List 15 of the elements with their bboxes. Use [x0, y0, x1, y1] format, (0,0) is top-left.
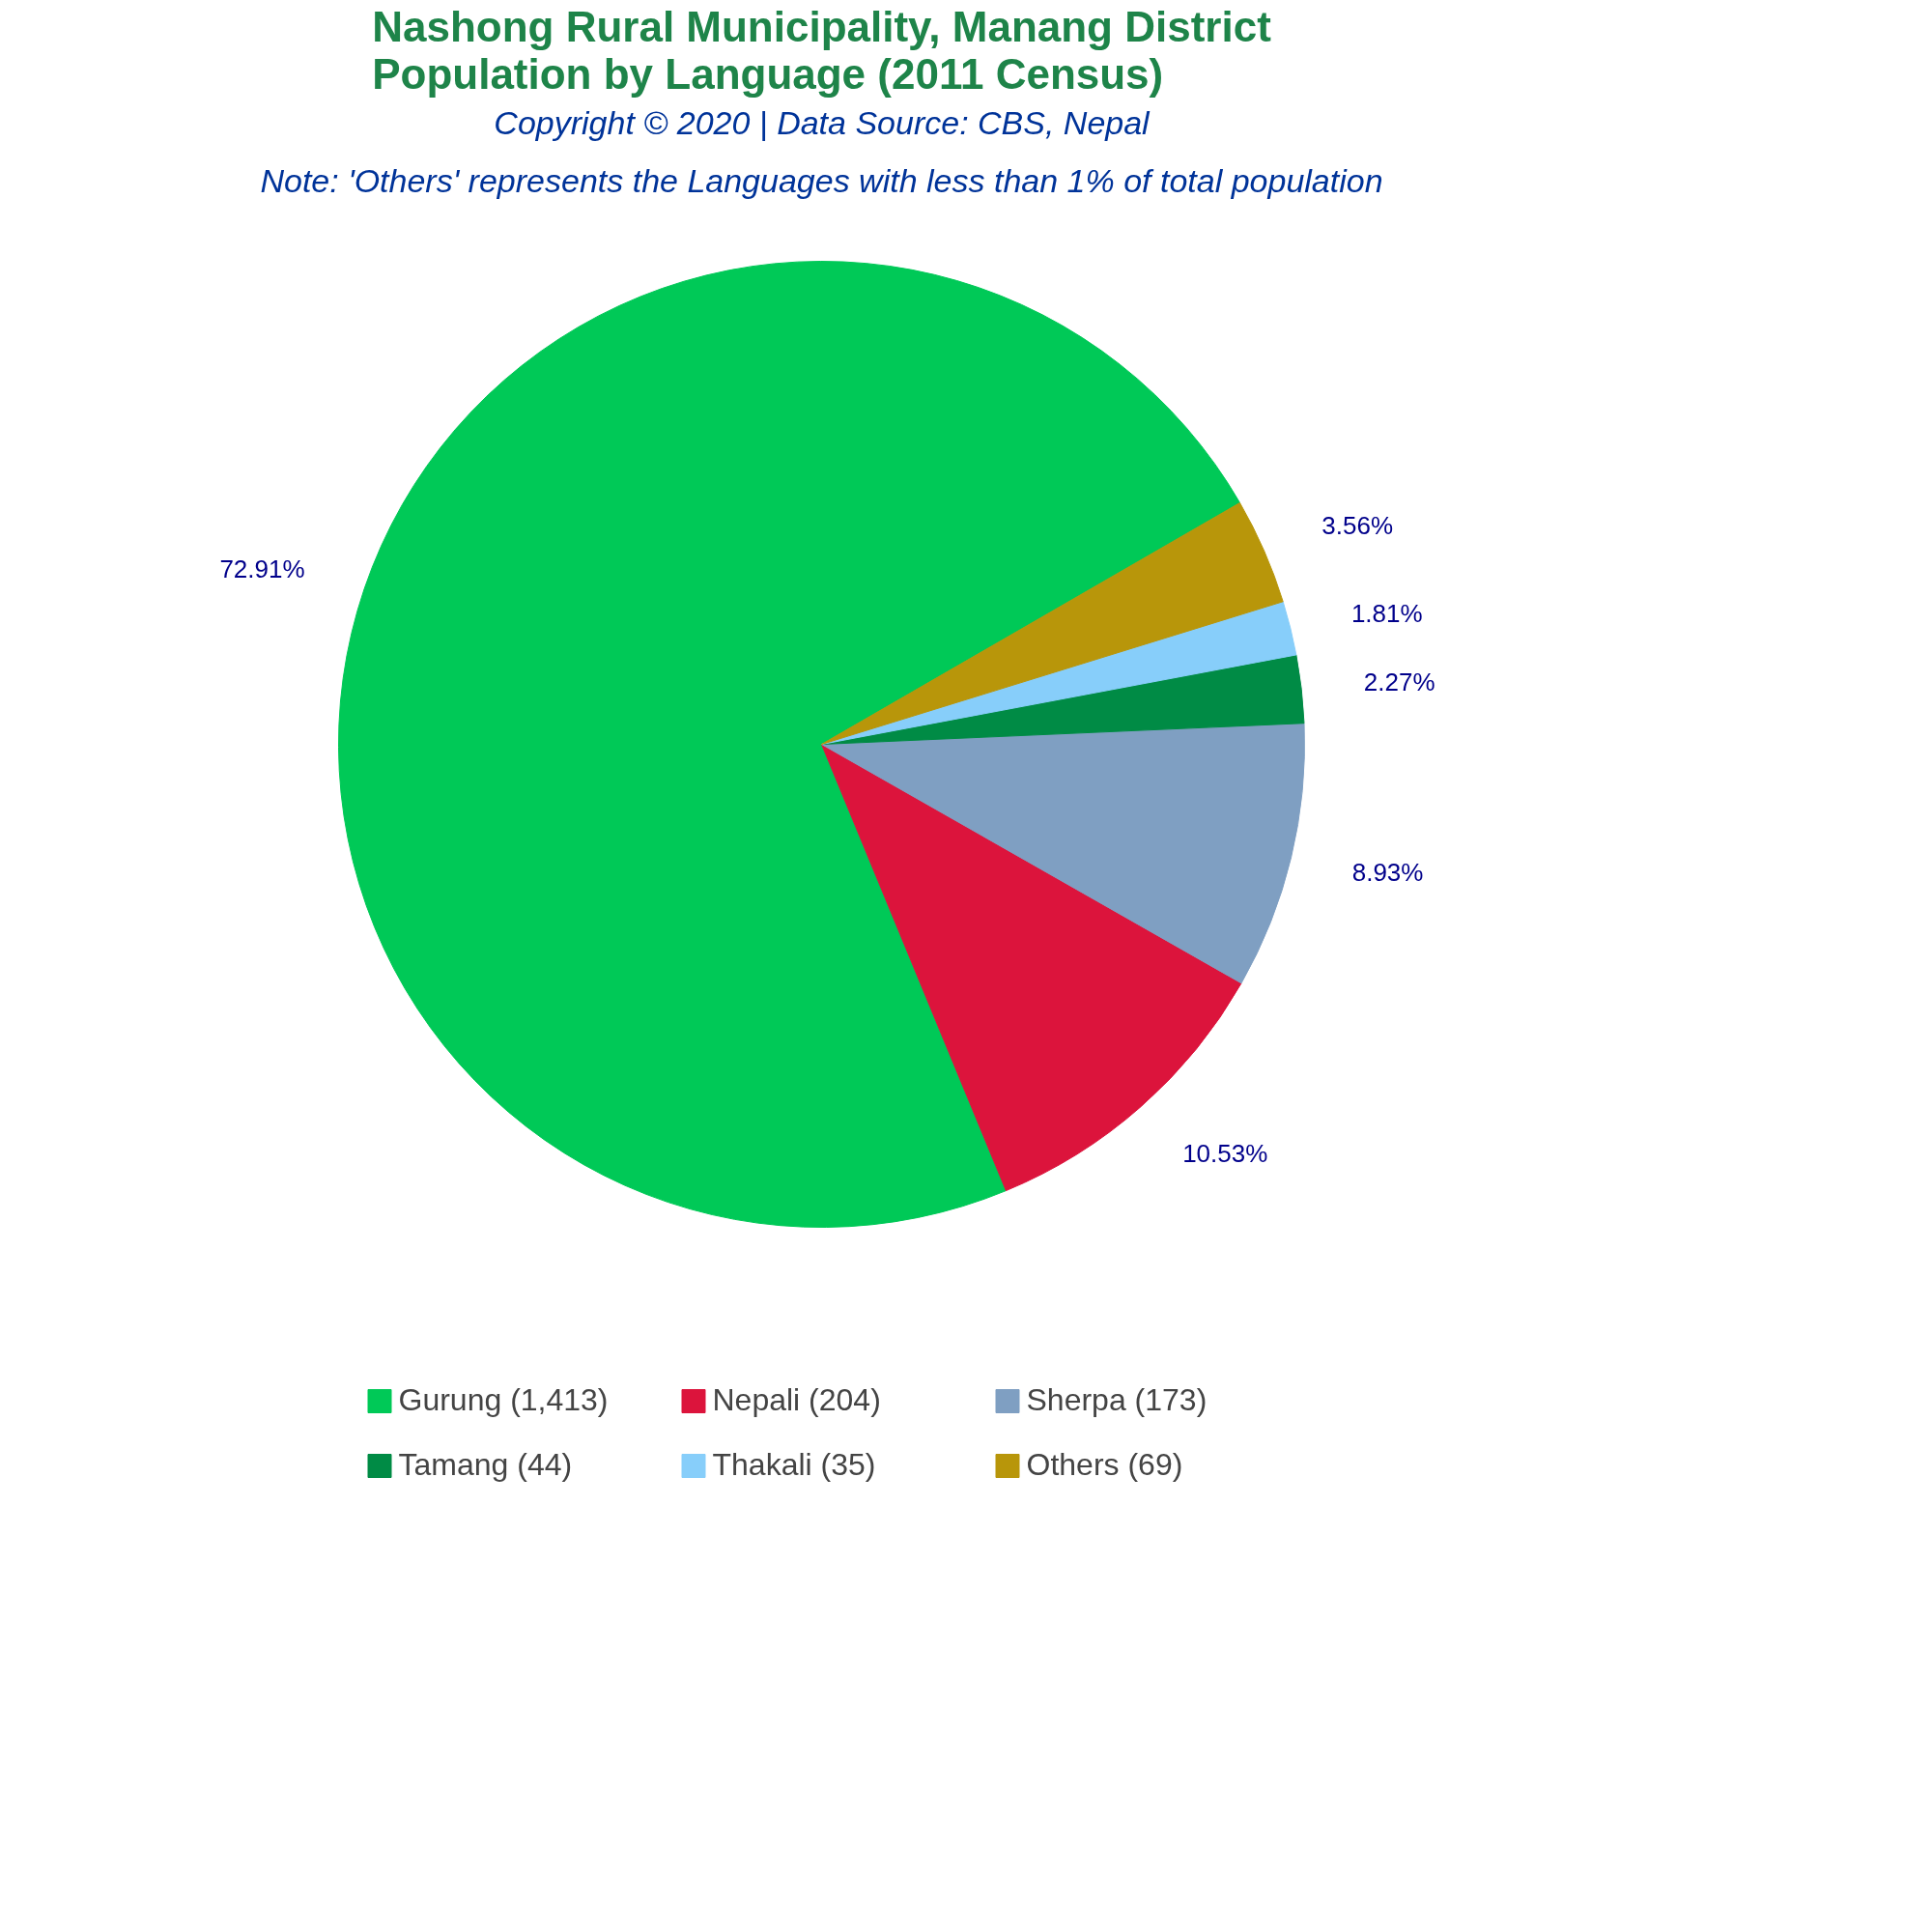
chart-title: Nashong Rural Municipality, Manang District Population by Language (2011 Census) — [372, 2, 1272, 98]
data-label: 8.93% — [1351, 858, 1424, 888]
text: Note: 'Others' represents the Languages with less than 1% of total population — [260, 161, 1383, 199]
chart-subtitle: Copyright © 2020 | Data Source: CBS, Nepal — [494, 103, 1151, 141]
data-label: 3.56% — [1321, 511, 1394, 541]
legend-label: Others (69) — [1026, 1447, 1184, 1483]
data-label: 1.81% — [1350, 598, 1423, 628]
legend-label: Tamang (44) — [398, 1447, 574, 1483]
legend-label: Nepali (204) — [712, 1382, 882, 1418]
legend-label: Gurung (1,413) — [398, 1382, 610, 1418]
legend-label: Sherpa (173) — [1026, 1382, 1208, 1418]
data-label: 10.53% — [1182, 1139, 1268, 1169]
legend-label: Thakali (35) — [712, 1447, 877, 1483]
data-label: 72.91% — [219, 554, 305, 583]
data-label: 2.27% — [1363, 667, 1435, 696]
